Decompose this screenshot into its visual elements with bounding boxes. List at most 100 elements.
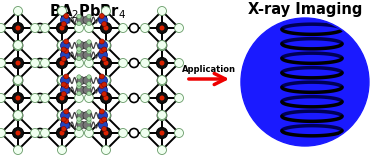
Circle shape	[77, 16, 85, 24]
Circle shape	[77, 49, 81, 54]
Circle shape	[101, 92, 112, 103]
Circle shape	[64, 83, 69, 88]
Circle shape	[101, 22, 112, 33]
Circle shape	[101, 128, 112, 139]
Circle shape	[158, 146, 166, 155]
Circle shape	[40, 128, 50, 137]
Circle shape	[57, 6, 67, 15]
Text: Application: Application	[182, 65, 236, 74]
Circle shape	[158, 110, 166, 119]
Circle shape	[87, 110, 91, 114]
Circle shape	[99, 74, 104, 79]
Circle shape	[0, 58, 6, 67]
Circle shape	[14, 6, 23, 15]
Circle shape	[77, 56, 81, 61]
Circle shape	[87, 117, 91, 121]
Circle shape	[156, 92, 167, 103]
Circle shape	[87, 91, 91, 96]
Circle shape	[61, 21, 66, 27]
Circle shape	[158, 41, 166, 50]
Circle shape	[158, 76, 166, 85]
Circle shape	[61, 91, 66, 97]
Circle shape	[14, 112, 23, 121]
Circle shape	[64, 118, 69, 124]
Circle shape	[60, 85, 70, 94]
Circle shape	[87, 84, 91, 89]
Circle shape	[102, 47, 107, 52]
Circle shape	[36, 94, 45, 103]
Circle shape	[99, 49, 104, 54]
Circle shape	[56, 128, 68, 139]
Circle shape	[14, 42, 23, 51]
Text: X-ray Imaging: X-ray Imaging	[248, 2, 362, 17]
Circle shape	[77, 51, 85, 59]
Circle shape	[77, 86, 85, 94]
Circle shape	[102, 57, 107, 61]
Circle shape	[130, 58, 138, 67]
Circle shape	[59, 25, 65, 30]
Circle shape	[156, 128, 167, 139]
Circle shape	[57, 41, 67, 50]
Circle shape	[77, 119, 81, 124]
Circle shape	[12, 128, 23, 139]
Circle shape	[175, 128, 183, 137]
Circle shape	[31, 58, 39, 67]
Circle shape	[83, 42, 91, 49]
Circle shape	[241, 18, 369, 146]
Circle shape	[101, 76, 110, 85]
Circle shape	[101, 112, 110, 121]
Circle shape	[59, 95, 65, 100]
Circle shape	[14, 41, 23, 50]
Circle shape	[87, 119, 91, 124]
Circle shape	[74, 94, 84, 103]
Circle shape	[0, 24, 6, 33]
Circle shape	[77, 84, 81, 89]
Circle shape	[61, 117, 66, 122]
Circle shape	[104, 25, 108, 30]
Circle shape	[158, 42, 166, 51]
Circle shape	[99, 118, 104, 124]
Circle shape	[61, 47, 66, 52]
Circle shape	[14, 40, 23, 49]
Circle shape	[74, 24, 84, 33]
Circle shape	[56, 22, 68, 33]
Circle shape	[12, 22, 23, 33]
Circle shape	[15, 25, 20, 30]
Circle shape	[14, 146, 23, 155]
Circle shape	[85, 58, 93, 67]
Circle shape	[101, 76, 110, 85]
Circle shape	[57, 42, 67, 51]
Circle shape	[15, 95, 20, 100]
Circle shape	[56, 58, 68, 69]
Circle shape	[118, 94, 127, 103]
Circle shape	[61, 57, 66, 61]
Circle shape	[158, 111, 166, 120]
Circle shape	[130, 128, 138, 137]
Text: BA$_2$PbBr$_4$: BA$_2$PbBr$_4$	[50, 2, 127, 21]
Circle shape	[40, 94, 50, 103]
Circle shape	[12, 92, 23, 103]
Circle shape	[83, 51, 91, 59]
Circle shape	[61, 82, 66, 87]
Circle shape	[158, 112, 166, 121]
Circle shape	[77, 21, 81, 26]
Circle shape	[60, 51, 70, 60]
Circle shape	[99, 76, 107, 85]
Circle shape	[102, 91, 107, 97]
Circle shape	[101, 76, 110, 85]
Circle shape	[156, 22, 167, 33]
Circle shape	[60, 15, 70, 24]
Circle shape	[118, 24, 127, 33]
Circle shape	[31, 94, 39, 103]
Circle shape	[59, 61, 65, 66]
Circle shape	[87, 21, 91, 26]
Circle shape	[102, 82, 107, 87]
Circle shape	[87, 126, 91, 131]
Circle shape	[77, 75, 81, 79]
Circle shape	[104, 61, 108, 66]
Circle shape	[160, 61, 164, 66]
Circle shape	[141, 94, 149, 103]
Circle shape	[99, 13, 104, 18]
Circle shape	[60, 111, 70, 120]
Circle shape	[77, 121, 85, 129]
